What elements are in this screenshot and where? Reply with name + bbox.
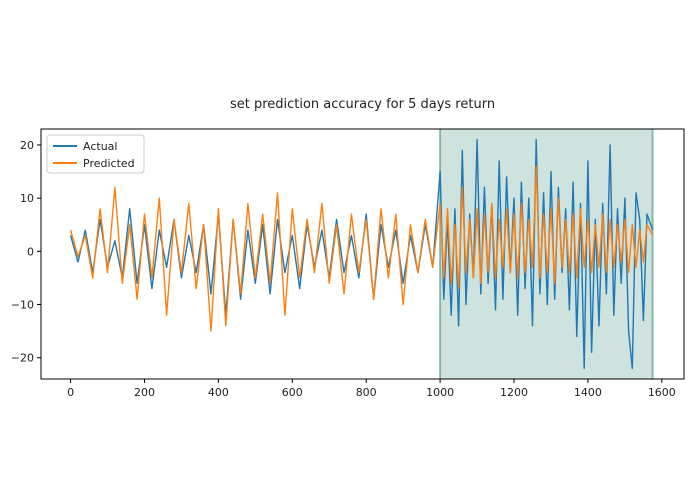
chart-title: set prediction accuracy for 5 days retur… <box>230 97 495 112</box>
x-tick-label: 600 <box>282 386 303 399</box>
x-tick-label: 0 <box>67 386 74 399</box>
y-axis: −20 −10 0 10 20 <box>11 139 41 365</box>
legend-label-actual: Actual <box>83 140 117 153</box>
plot-frame <box>40 128 685 380</box>
x-tick-label: 800 <box>356 386 377 399</box>
y-tick-label: 10 <box>20 192 34 205</box>
legend: Actual Predicted <box>46 134 145 174</box>
x-axis: 0 200 400 600 800 1000 1200 1400 1600 <box>67 379 676 399</box>
series-layer <box>69 138 654 370</box>
series-line-predicted <box>69 165 654 332</box>
x-tick-label: 1200 <box>500 386 528 399</box>
y-tick-label: 0 <box>27 245 34 258</box>
y-tick-label: −10 <box>11 299 34 312</box>
x-tick-label: 400 <box>208 386 229 399</box>
legend-label-predicted: Predicted <box>83 157 135 170</box>
y-tick-label: 20 <box>20 139 34 152</box>
x-tick-label: 1000 <box>426 386 454 399</box>
y-tick-label: −20 <box>11 352 34 365</box>
x-tick-label: 200 <box>134 386 155 399</box>
x-tick-label: 1400 <box>574 386 602 399</box>
x-tick-label: 1600 <box>648 386 676 399</box>
